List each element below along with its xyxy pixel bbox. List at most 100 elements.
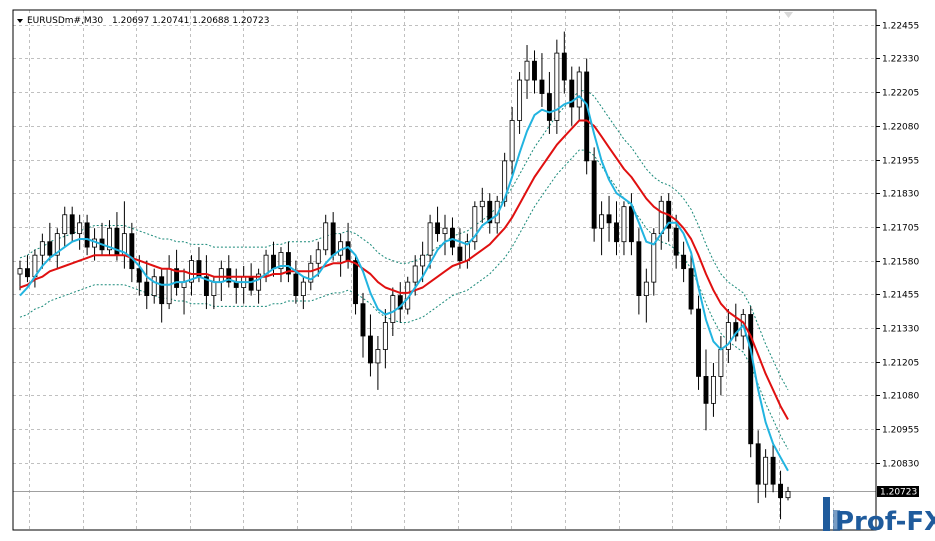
candle — [144, 260, 150, 310]
grid — [13, 10, 876, 530]
candle-body — [151, 276, 157, 296]
candle-body — [278, 252, 284, 270]
candle-body — [435, 222, 441, 235]
candle — [696, 295, 701, 390]
plot-frame — [12, 9, 877, 531]
candle-body — [159, 276, 165, 305]
candle — [778, 470, 783, 520]
candle-body — [561, 52, 567, 81]
candle — [427, 214, 433, 269]
candle — [442, 214, 448, 256]
candle-body — [107, 227, 112, 251]
candle — [159, 268, 165, 323]
logo-text: Prof-FX — [835, 507, 935, 537]
candle — [770, 443, 776, 493]
candle-body — [263, 254, 269, 275]
candle-body — [382, 322, 388, 350]
candle-body — [614, 222, 619, 243]
candle — [375, 336, 381, 390]
candle-body — [502, 160, 508, 202]
candle-body — [725, 322, 731, 350]
candle-body — [509, 120, 515, 162]
candle-body — [136, 268, 142, 283]
candle-body — [621, 206, 627, 243]
candle — [614, 201, 619, 256]
candle — [293, 260, 299, 304]
candle — [569, 66, 575, 126]
candle-body — [524, 60, 530, 81]
candle-body — [539, 79, 545, 94]
candle — [397, 282, 403, 323]
candle-body — [375, 349, 381, 364]
candle — [77, 214, 83, 250]
candle — [39, 233, 45, 269]
candle — [643, 268, 649, 323]
candle-body — [606, 214, 612, 224]
candle — [17, 260, 23, 291]
candle — [576, 66, 582, 121]
candle — [681, 241, 687, 283]
candle — [308, 255, 314, 291]
price-tick-label: 1.20955 — [882, 426, 919, 436]
candle-body — [763, 456, 769, 485]
candle — [472, 201, 478, 250]
candle-body — [69, 214, 75, 235]
candle-body — [77, 222, 83, 235]
current-price-tag: 1.20723 — [877, 486, 919, 498]
candle — [84, 214, 90, 256]
candle-body — [778, 483, 783, 499]
candle-body — [367, 335, 373, 364]
candle — [69, 206, 75, 242]
candle — [487, 193, 493, 234]
candle-body — [226, 268, 232, 283]
candle-body — [39, 241, 45, 256]
candle — [599, 201, 605, 256]
candle-body — [360, 303, 366, 337]
candle-body — [323, 222, 329, 251]
candle-body — [271, 254, 276, 270]
candle-body — [710, 376, 716, 404]
candle-body — [554, 52, 560, 121]
candle — [25, 255, 30, 283]
candle-body — [532, 60, 537, 81]
logo-bar-small — [833, 510, 840, 531]
symbol-label: EURUSDm#,M30 — [27, 16, 103, 26]
candle-body — [84, 222, 90, 248]
candle-body — [643, 281, 649, 296]
candle — [561, 31, 567, 94]
candle-body — [733, 322, 739, 337]
candle-body — [658, 200, 664, 235]
candle — [278, 247, 284, 283]
candle — [591, 147, 597, 242]
price-tick-label: 1.21330 — [882, 325, 919, 335]
candle-body — [718, 349, 724, 377]
fast-ma-line — [19, 95, 789, 472]
logo-bar — [823, 497, 830, 531]
candle — [136, 255, 142, 296]
candle — [323, 214, 329, 256]
candle-body — [390, 295, 396, 323]
candle-body — [569, 79, 575, 108]
candle-body — [748, 314, 754, 445]
candle — [435, 206, 441, 242]
candle — [584, 58, 590, 175]
dropdown-triangle-icon[interactable] — [17, 19, 23, 23]
price-tick-label: 1.21080 — [882, 392, 919, 402]
candle-body — [651, 233, 657, 283]
candle-body — [54, 233, 60, 256]
price-tick-label: 1.22455 — [882, 22, 919, 32]
candle-body — [584, 71, 590, 162]
candle — [546, 71, 552, 134]
candle-body — [770, 456, 776, 485]
candle-body — [293, 273, 299, 296]
candle-body — [703, 376, 709, 404]
candle — [517, 71, 523, 134]
candle — [367, 314, 373, 377]
price-tick-label: 1.21205 — [882, 359, 919, 369]
candle-body — [397, 295, 403, 310]
candle-body — [345, 241, 351, 261]
candle — [54, 228, 60, 269]
price-tick-label: 1.21955 — [882, 157, 919, 167]
candle-body — [427, 222, 433, 256]
